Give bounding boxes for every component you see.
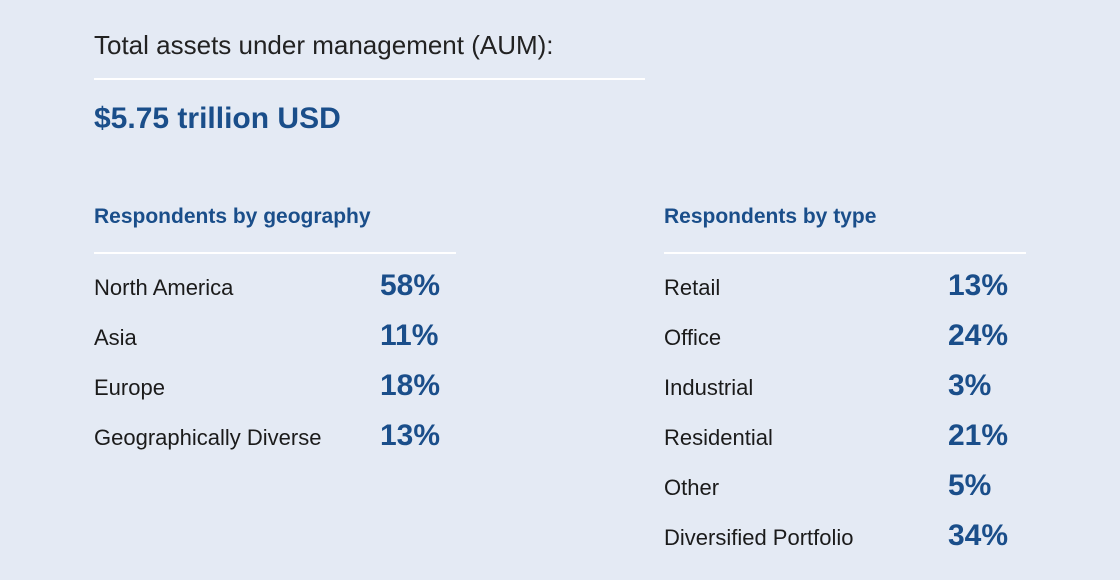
geography-row: Geographically Diverse 13% — [94, 419, 456, 469]
geography-divider — [94, 252, 456, 254]
geography-row-label: Europe — [94, 375, 165, 400]
geography-row-label: Asia — [94, 325, 137, 350]
type-divider — [664, 252, 1026, 254]
geography-title: Respondents by geography — [94, 205, 371, 228]
type-row-value: 5% — [948, 469, 992, 502]
type-row: Diversified Portfolio 34% — [664, 519, 1026, 569]
type-row-value: 21% — [948, 419, 1009, 452]
type-row-value: 3% — [948, 369, 992, 402]
geography-row: Asia 11% — [94, 319, 456, 369]
type-row-label: Office — [664, 325, 722, 350]
type-row: Other 5% — [664, 469, 1026, 519]
type-row: Retail 13% — [664, 269, 1026, 319]
geography-row-value: 58% — [380, 269, 441, 302]
geography-row: Europe 18% — [94, 369, 456, 419]
type-row-label: Residential — [664, 425, 773, 450]
aum-divider — [94, 78, 645, 80]
type-row-value: 24% — [948, 319, 1009, 352]
aum-title: Total assets under management (AUM): — [94, 30, 554, 60]
type-row: Industrial 3% — [664, 369, 1026, 419]
geography-row-value: 18% — [380, 369, 441, 402]
type-section: Respondents by type Retail 13% Office 24… — [664, 202, 1026, 569]
type-row-value: 13% — [948, 269, 1009, 302]
geography-row-value: 11% — [380, 319, 439, 352]
type-row-label: Industrial — [664, 375, 754, 400]
type-row-label: Other — [664, 475, 720, 500]
geography-section: Respondents by geography North America 5… — [94, 202, 456, 469]
geography-row-value: 13% — [380, 419, 441, 452]
type-list: Retail 13% Office 24% Industrial 3% Resi… — [664, 269, 1026, 569]
type-row: Office 24% — [664, 319, 1026, 369]
type-row-label: Retail — [664, 275, 721, 300]
geography-row: North America 58% — [94, 269, 456, 319]
aum-value: $5.75 trillion USD — [94, 102, 341, 135]
geography-row-label: North America — [94, 275, 234, 300]
type-row-label: Diversified Portfolio — [664, 525, 854, 550]
type-row: Residential 21% — [664, 419, 1026, 469]
geography-list: North America 58% Asia 11% Europe 18% Ge… — [94, 269, 456, 469]
geography-row-label: Geographically Diverse — [94, 425, 322, 450]
type-title: Respondents by type — [664, 205, 877, 228]
type-row-value: 34% — [948, 519, 1009, 552]
